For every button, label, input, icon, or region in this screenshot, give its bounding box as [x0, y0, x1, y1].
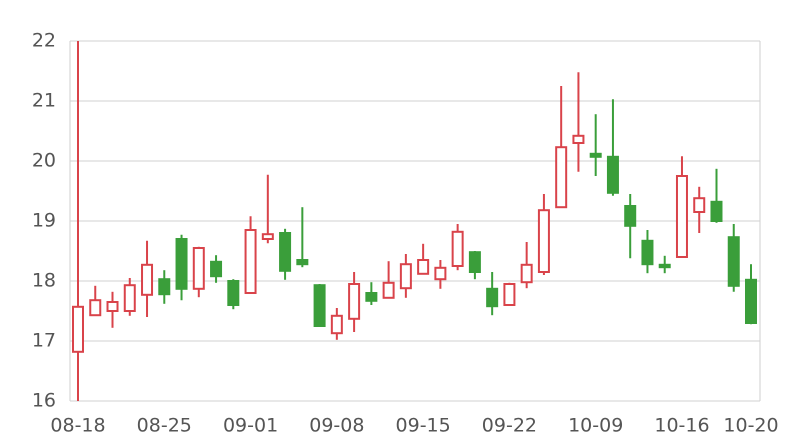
- y-tick-label: 21: [32, 90, 56, 112]
- x-tick-label: 08-18: [50, 415, 105, 437]
- candle-body: [451, 230, 464, 268]
- candle-body: [106, 301, 119, 312]
- candle-body: [589, 152, 602, 158]
- candle-body: [279, 232, 292, 272]
- candle-body: [503, 283, 516, 306]
- x-tick-label: 09-08: [309, 415, 364, 437]
- candle-body: [72, 305, 84, 353]
- candle-body: [348, 283, 361, 320]
- candle-body: [727, 236, 740, 287]
- x-tick-label: 09-22: [482, 415, 537, 437]
- candle-body: [417, 259, 430, 275]
- x-tick-label: 08-25: [137, 415, 192, 437]
- y-tick-label: 22: [32, 30, 56, 52]
- candle-body: [399, 263, 412, 290]
- candle-body: [330, 314, 343, 335]
- candle-body: [158, 278, 171, 296]
- x-tick-label: 10-16: [654, 415, 709, 437]
- candle-body: [624, 205, 637, 227]
- candle-body: [261, 233, 274, 240]
- candle-body: [537, 209, 550, 273]
- candle-body: [296, 259, 309, 266]
- candle-body: [658, 263, 671, 269]
- candle-body: [123, 284, 136, 313]
- y-tick-label: 17: [32, 330, 56, 352]
- x-tick-label: 09-01: [223, 415, 278, 437]
- candle-body: [572, 134, 585, 145]
- y-tick-label: 19: [32, 210, 56, 232]
- candle-body: [175, 238, 188, 290]
- candle-body: [244, 229, 257, 294]
- candle-body: [382, 281, 395, 299]
- candle-body: [365, 292, 378, 302]
- y-tick-label: 16: [32, 390, 56, 412]
- x-tick-label: 10-09: [568, 415, 623, 437]
- candle-body: [606, 155, 619, 194]
- candle-body: [641, 239, 654, 266]
- candle-body: [693, 197, 706, 213]
- candle-body: [520, 263, 533, 284]
- x-tick-label: 09-15: [396, 415, 451, 437]
- y-tick-label: 18: [32, 270, 56, 292]
- x-tick-label: 10-20: [723, 415, 778, 437]
- y-tick-label: 20: [32, 150, 56, 172]
- candle-body: [468, 251, 481, 273]
- candle-body: [555, 146, 568, 209]
- candle-body: [313, 284, 326, 328]
- candle-body: [192, 247, 205, 290]
- candle-body: [710, 200, 723, 223]
- candle-body: [675, 175, 688, 258]
- candle-body: [434, 266, 447, 281]
- candle-body: [89, 299, 102, 317]
- candle-body: [486, 287, 499, 308]
- candle-body: [210, 260, 223, 278]
- candle-body: [141, 263, 154, 296]
- candle-body: [227, 280, 240, 306]
- candle-body: [745, 278, 757, 324]
